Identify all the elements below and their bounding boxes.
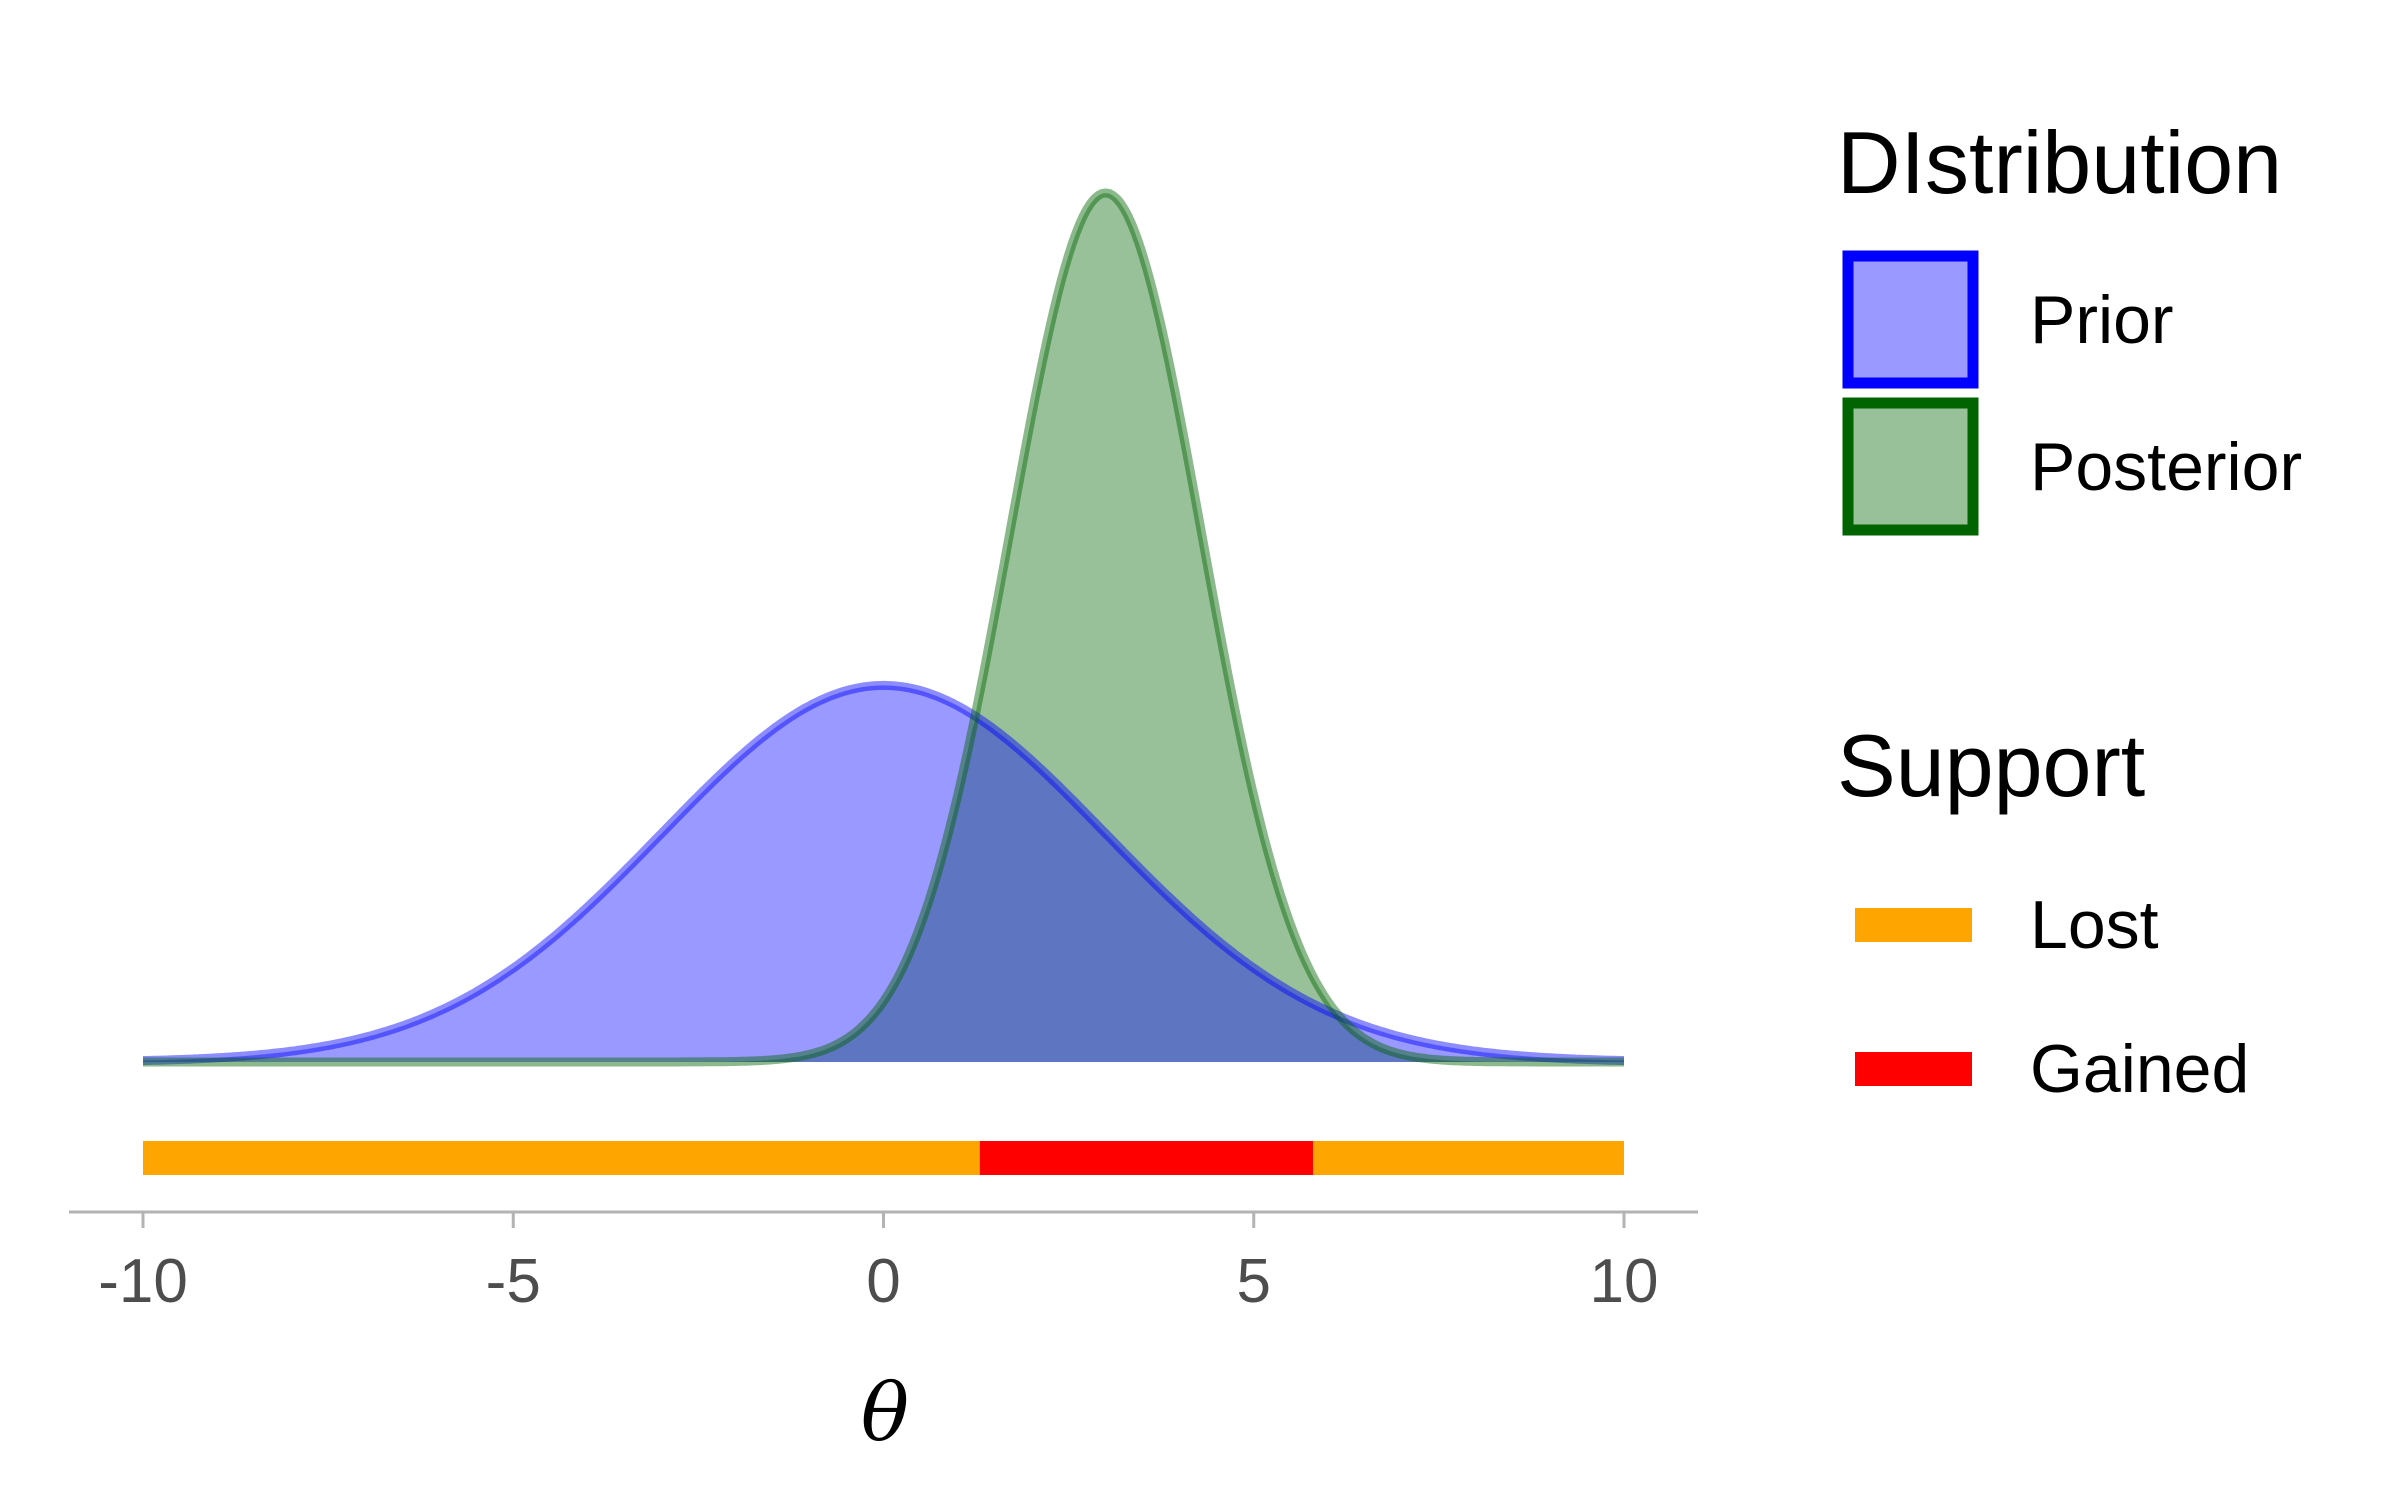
x-tick-label: -10 (98, 1247, 188, 1316)
x-tick-label: 10 (1590, 1247, 1659, 1316)
legend-label-prior: Prior (2030, 282, 2174, 358)
legend: DIstribution Prior Posterior Support Los… (1837, 113, 2302, 1107)
legend-label-lost: Lost (2030, 887, 2159, 963)
legend-key-gained (1855, 1052, 1972, 1086)
x-axis-title: θ (861, 1366, 909, 1459)
prior-density-area (143, 685, 1624, 1062)
support-segment-lost (143, 1141, 980, 1175)
posterior-density-line (142, 188, 1625, 1067)
x-axis: -10 -5 0 5 10 (69, 1210, 1698, 1316)
legend-key-lost (1855, 908, 1972, 942)
legend-label-gained: Gained (2030, 1031, 2249, 1107)
overlap-density-area (143, 716, 1624, 1062)
prior-density-line (142, 680, 1625, 1065)
support-segment-gained (979, 1141, 1313, 1175)
legend-key-posterior (1842, 397, 1979, 536)
legend-key-prior (1842, 250, 1979, 389)
legend-title-distribution: DIstribution (1837, 113, 2282, 212)
plot-area (142, 188, 1625, 1067)
support-bar (143, 1141, 1624, 1175)
posterior-density-area (143, 193, 1624, 1062)
x-tick-label: 0 (866, 1247, 900, 1316)
legend-title-support: Support (1837, 716, 2145, 815)
x-tick-label: -5 (486, 1247, 541, 1316)
support-segment-lost (1312, 1141, 1624, 1175)
x-tick-label: 5 (1237, 1247, 1271, 1316)
legend-label-posterior: Posterior (2030, 429, 2302, 505)
